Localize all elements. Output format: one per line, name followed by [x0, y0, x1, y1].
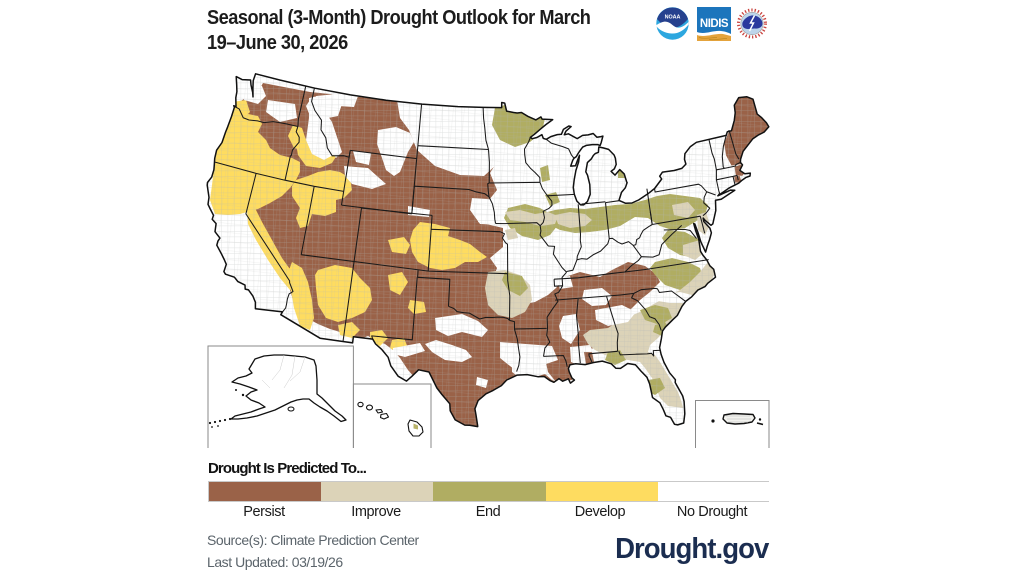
svg-text:NIDIS: NIDIS: [700, 18, 729, 30]
svg-text:NOAA: NOAA: [665, 15, 681, 21]
